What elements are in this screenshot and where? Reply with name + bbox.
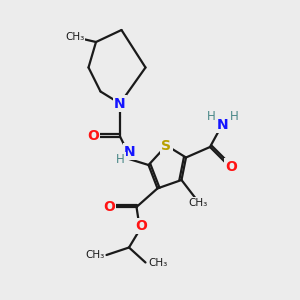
Text: CH₃: CH₃ <box>188 198 208 208</box>
Text: H: H <box>230 110 238 124</box>
Text: O: O <box>87 130 99 143</box>
Text: O: O <box>135 219 147 233</box>
Text: S: S <box>161 139 172 152</box>
Text: N: N <box>124 145 135 158</box>
Text: N: N <box>217 118 228 132</box>
Text: O: O <box>103 200 115 214</box>
Text: O: O <box>225 160 237 173</box>
Text: N: N <box>114 97 126 110</box>
Text: CH₃: CH₃ <box>148 257 167 268</box>
Text: H: H <box>207 110 216 123</box>
Text: CH₃: CH₃ <box>86 250 105 260</box>
Text: H: H <box>116 153 125 167</box>
Text: CH₃: CH₃ <box>65 32 85 43</box>
